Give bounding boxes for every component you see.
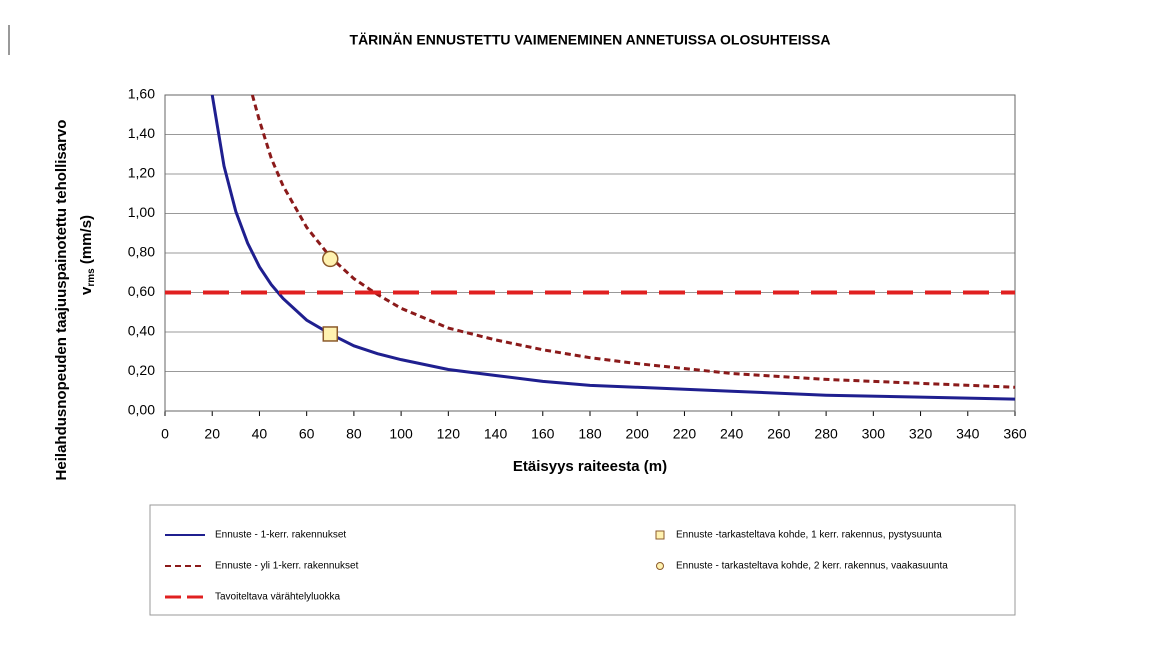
legend-box (149, 504, 1016, 616)
legend-swatch (656, 562, 664, 570)
x-tick-label: 220 (673, 426, 697, 442)
y-tick-label: 0,60 (128, 283, 155, 299)
x-tick-label: 180 (578, 426, 602, 442)
data-point (322, 250, 339, 268)
y-label-unit: (mm/s) (78, 215, 95, 268)
legend-label: Tavoiteltava värähtelyluokka (215, 592, 341, 603)
x-tick-label: 120 (437, 426, 461, 442)
y-tick-label: 1,40 (128, 125, 155, 141)
y-label-sub: rms (86, 268, 97, 287)
y-axis-label: Heilahdusnopeuden taajuuspainotettu teho… (53, 120, 70, 481)
legend-label: Ennuste - 1-kerr. rakennukset (215, 530, 346, 541)
x-tick-label: 200 (626, 426, 650, 442)
edge-mark (8, 25, 10, 55)
legend-swatch (655, 530, 665, 540)
x-tick-label: 260 (767, 426, 791, 442)
x-tick-label: 60 (299, 426, 315, 442)
y-tick-label: 1,60 (128, 86, 155, 102)
x-tick-label: 280 (814, 426, 838, 442)
legend-label: Ennuste - yli 1-kerr. rakennukset (215, 561, 359, 572)
legend-label: Ennuste - tarkasteltava kohde, 2 kerr. r… (676, 561, 948, 572)
data-line (250, 94, 1015, 389)
y-tick-label: 1,00 (128, 204, 155, 220)
x-tick-label: 300 (862, 426, 886, 442)
chart-title: TÄRINÄN ENNUSTETTU VAIMENEMINEN ANNETUIS… (350, 32, 831, 48)
legend-label: Ennuste -tarkasteltava kohde, 1 kerr. ra… (676, 530, 942, 541)
x-tick-label: 320 (909, 426, 933, 442)
y-label-v: v (78, 286, 95, 295)
x-tick-label: 340 (956, 426, 980, 442)
x-tick-label: 160 (531, 426, 555, 442)
x-tick-label: 100 (389, 426, 413, 442)
y-axis-label-2: vrms (mm/s) (78, 215, 97, 295)
data-line (210, 94, 1015, 401)
x-tick-label: 80 (346, 426, 362, 442)
plot-frame (164, 94, 1016, 412)
y-tick-label: 0,40 (128, 323, 155, 339)
y-tick-label: 1,20 (128, 165, 155, 181)
x-tick-label: 140 (484, 426, 508, 442)
x-tick-label: 360 (1003, 426, 1027, 442)
x-tick-label: 40 (252, 426, 268, 442)
x-tick-label: 240 (720, 426, 744, 442)
x-tick-label: 20 (204, 426, 220, 442)
x-axis-label: Etäisyys raiteesta (m) (513, 458, 667, 475)
x-tick-label: 0 (161, 426, 169, 442)
data-point (322, 326, 339, 342)
y-tick-label: 0,80 (128, 244, 155, 260)
y-tick-label: 0,00 (128, 402, 155, 418)
y-tick-label: 0,20 (128, 362, 155, 378)
